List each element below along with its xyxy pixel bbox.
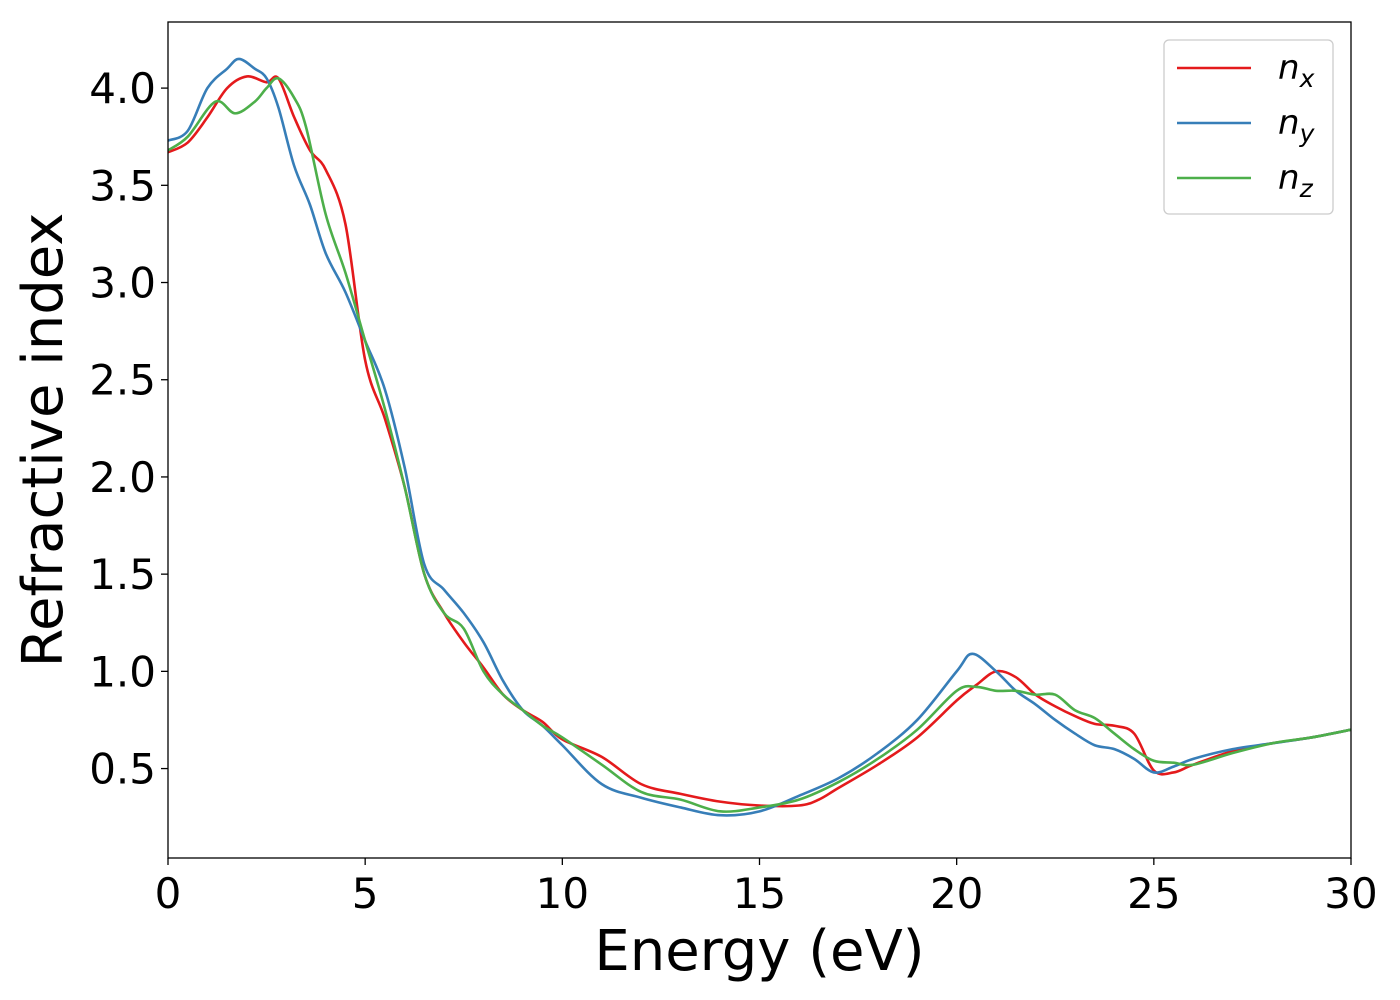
x-tick-label: 0 [155,869,182,918]
ticks-layer: 0 5 10 15 20 25 30 0.5 1.0 1.5 2.0 2.5 3.0 3.5 4.0 [89,64,1378,918]
legend-label-y: ny [1278,103,1316,148]
legend: nx ny nz [1163,39,1334,215]
x-tick-label: 30 [1324,869,1377,918]
x-tick-label: 15 [733,869,786,918]
curves-layer [168,57,1351,817]
x-tick-label: 10 [536,869,589,918]
y-tick-label: 1.5 [89,550,156,599]
x-tick-label: 5 [352,869,379,918]
y-tick-label: 1.0 [89,647,156,696]
y-tick-label: 3.0 [89,259,156,308]
y-tick-label: 2.0 [89,453,156,502]
x-tick-label: 25 [1127,869,1180,918]
y-axis-label: Refractive index [11,213,76,668]
y-tick-label: 3.5 [89,161,156,210]
x-axis-label: Energy (eV) [594,919,924,984]
legend-label-x: nx [1278,48,1315,93]
series-line-y [168,57,1351,817]
legend-box [1163,39,1334,215]
y-tick-label: 2.5 [89,356,156,405]
legend-label-z: nz [1278,158,1314,203]
x-tick-label: 20 [930,869,983,918]
y-tick-label: 0.5 [89,745,156,794]
y-tick-label: 4.0 [89,64,156,113]
series-line-z [168,76,1351,813]
